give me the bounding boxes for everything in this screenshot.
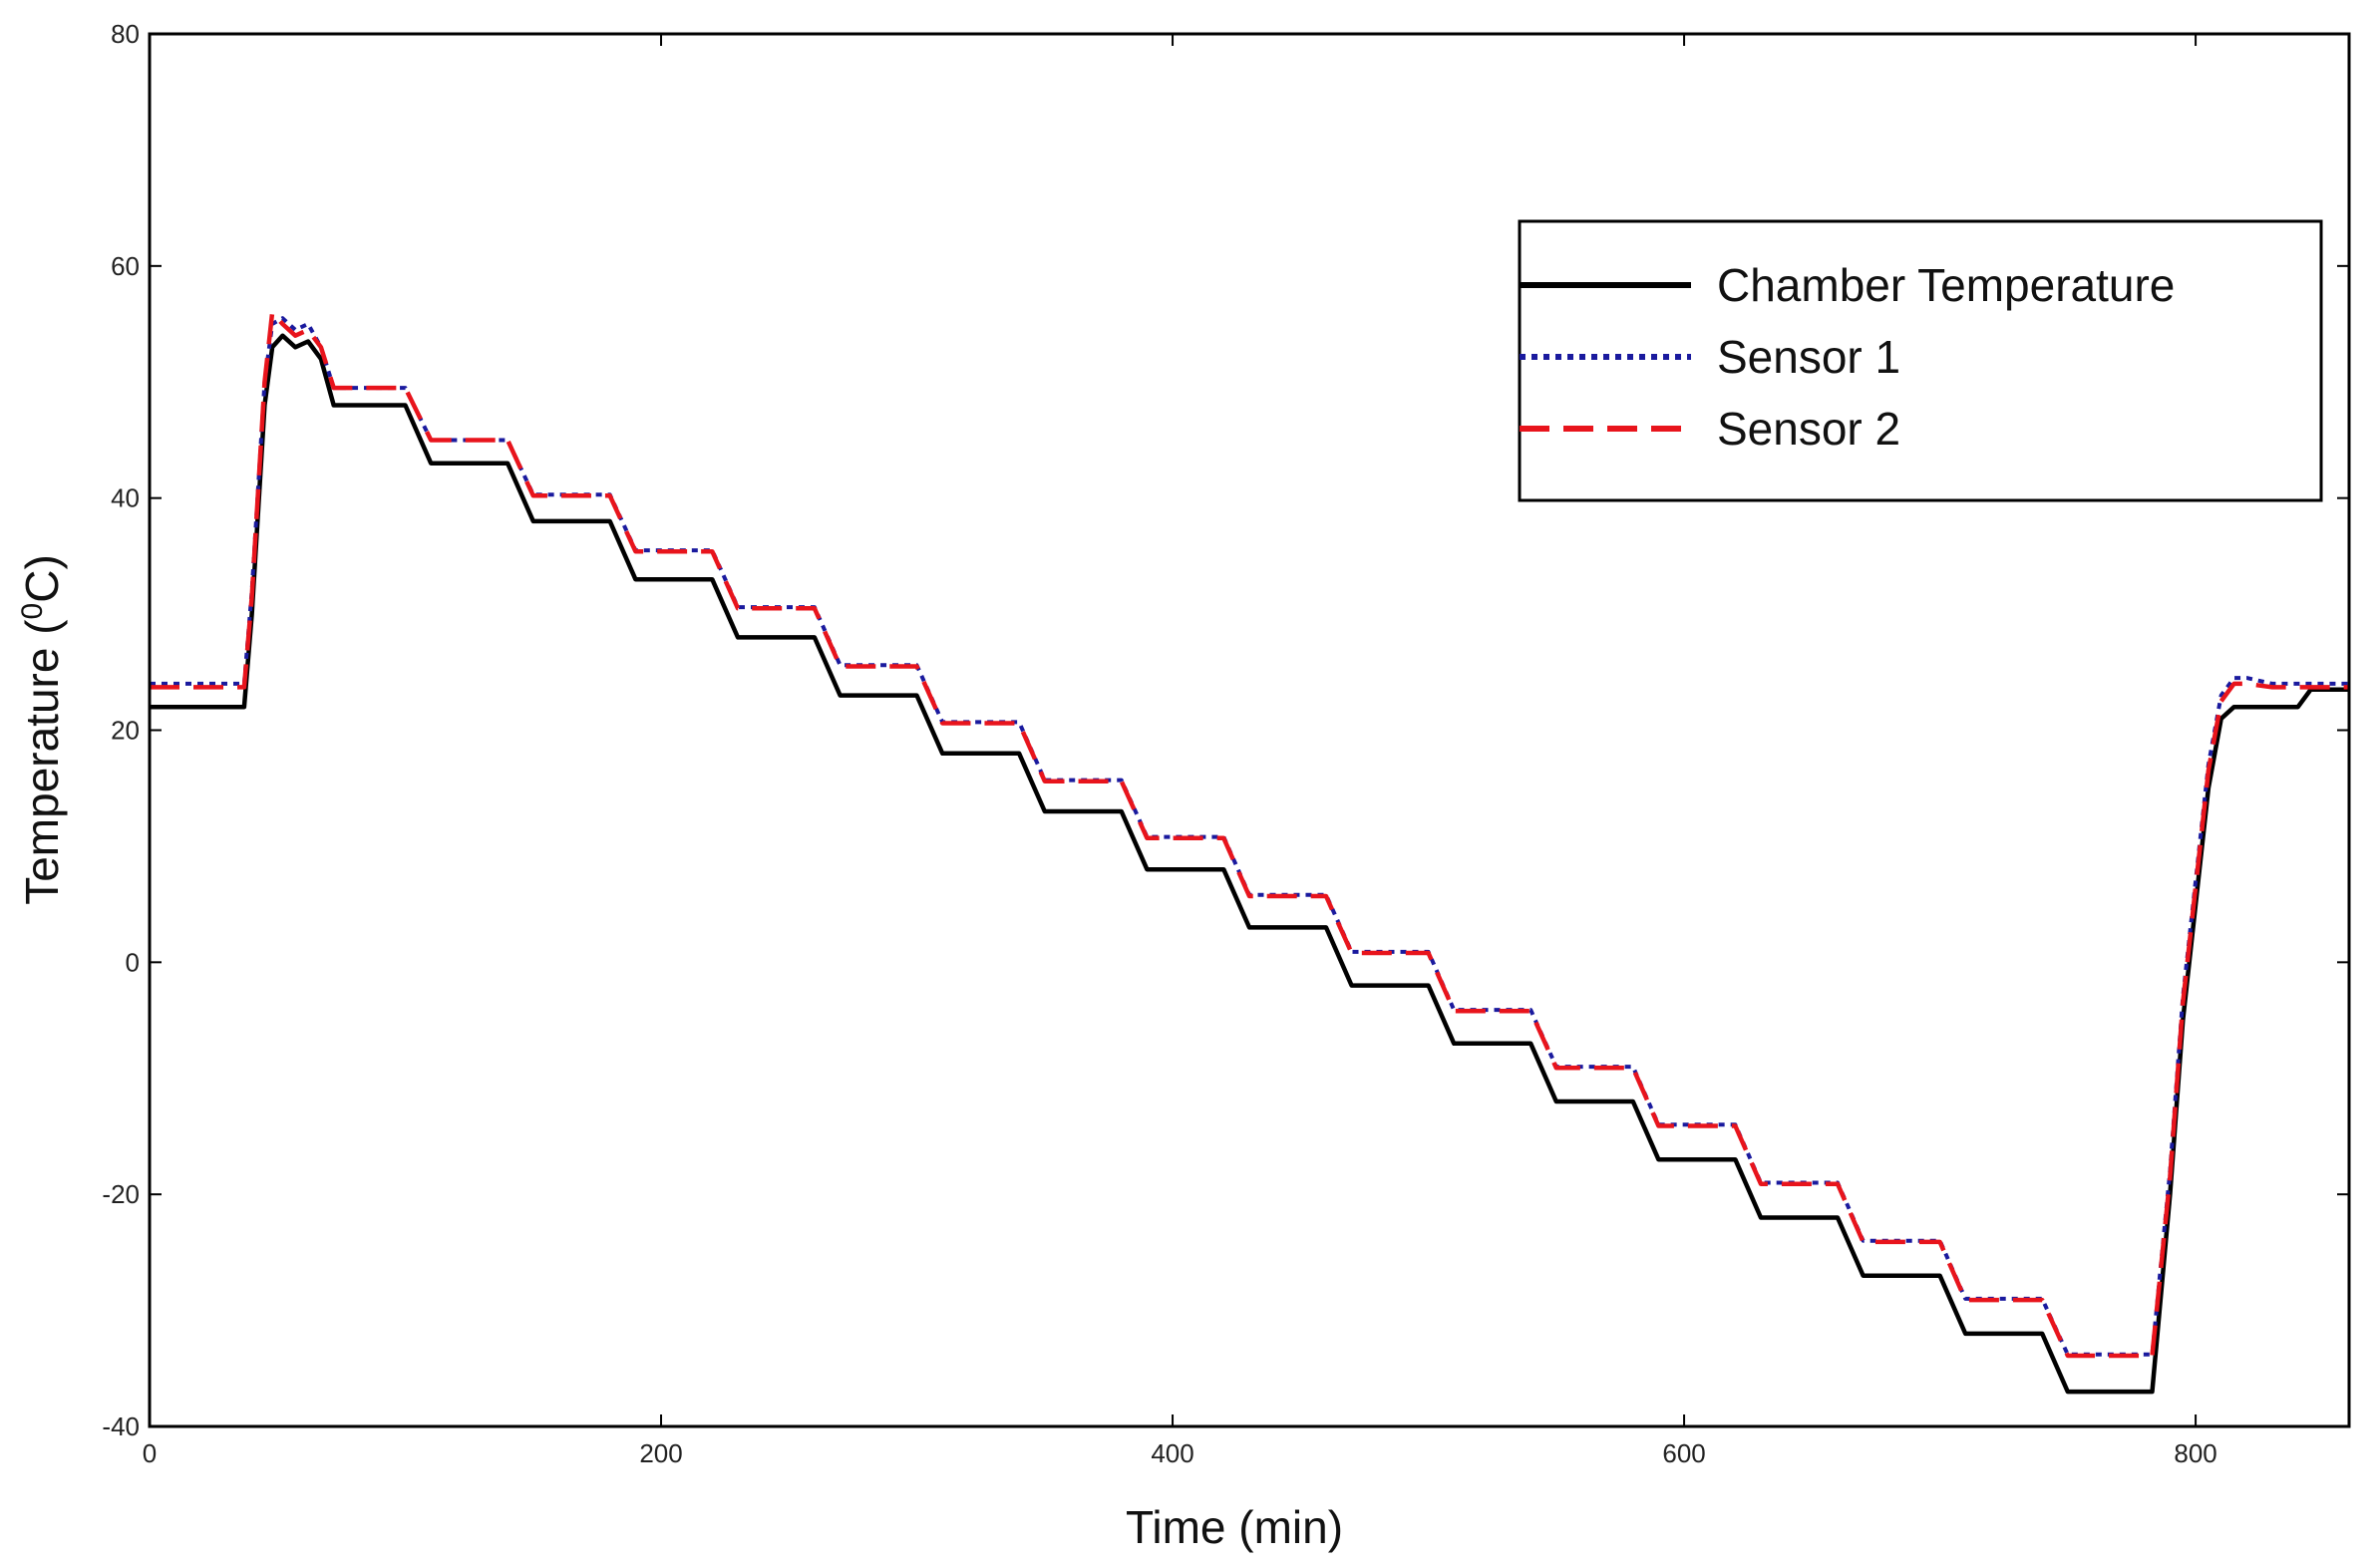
- legend-label-chamber: Chamber Temperature: [1717, 259, 2175, 311]
- legend-label-sensor1: Sensor 1: [1717, 331, 1900, 383]
- y-tick-label: 20: [111, 716, 140, 746]
- y-tick-label: -40: [102, 1411, 140, 1441]
- y-tick-label: 60: [111, 251, 140, 281]
- y-axis-title-suffix: C): [16, 554, 68, 603]
- x-axis-title: Time (min): [1126, 1501, 1343, 1553]
- series-layer: [150, 310, 2349, 1395]
- x-tick-label: 400: [1151, 1438, 1193, 1468]
- x-tick-label: 800: [2174, 1438, 2216, 1468]
- y-tick-label: 0: [126, 947, 140, 977]
- y-tick-label: -20: [102, 1179, 140, 1209]
- axes-layer: 0 200 400 600 800 -40 -20 0 20 40 60 80: [102, 19, 2349, 1468]
- x-tick-label: 0: [143, 1438, 157, 1468]
- x-tick-label: 200: [639, 1438, 682, 1468]
- legend-label-sensor2: Sensor 2: [1717, 403, 1900, 455]
- y-axis-title-prefix: Temperature (: [16, 619, 68, 905]
- series-line-sensor-1: [150, 316, 2349, 1357]
- legend-box: [1518, 219, 2323, 502]
- plot-frame: [148, 32, 2351, 1428]
- series-line-sensor-2: [150, 310, 2349, 1359]
- y-axis-title: Temperature (0C): [16, 554, 68, 905]
- legend: Chamber Temperature Sensor 1 Sensor 2: [1518, 219, 2323, 502]
- y-tick-label: 40: [111, 483, 140, 513]
- x-tick-label: 600: [1662, 1438, 1705, 1468]
- y-tick-label: 80: [111, 19, 140, 49]
- y-axis-title-sup: 0: [16, 603, 49, 620]
